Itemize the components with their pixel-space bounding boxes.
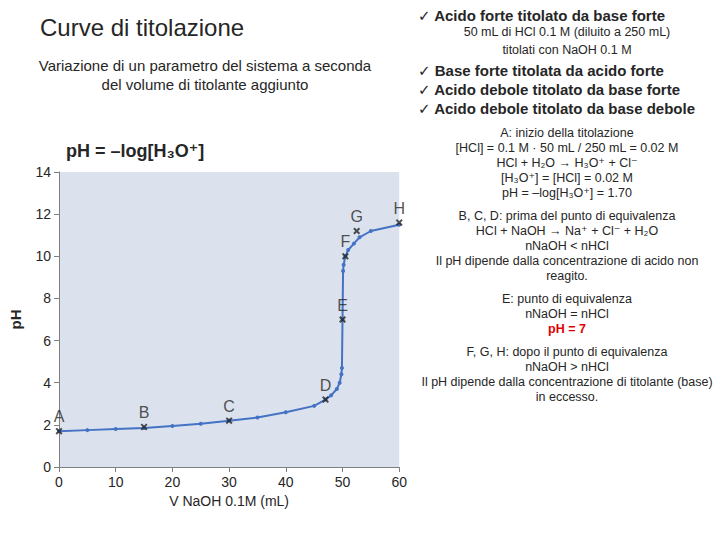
- html-text:F, G, H: dopo il punto di equi: F, G, H: dopo il punto di equivalenza: [466, 345, 668, 359]
- svg-text:V NaOH 0.1M (mL): V NaOH 0.1M (mL): [169, 493, 289, 509]
- html-text:E: punto di equivalenza: E: punto di equivalenza: [502, 292, 632, 306]
- svg-text:A: A: [54, 408, 65, 425]
- svg-text:4: 4: [43, 375, 51, 391]
- svg-text:10: 10: [108, 474, 124, 490]
- svg-text:C: C: [223, 398, 235, 415]
- svg-text:30: 30: [221, 474, 237, 490]
- html-text:Variazione di un parametro del: Variazione di un parametro del sistema a…: [38, 57, 372, 93]
- html-text:HCl + NaOH → Na⁺ + Cl⁻ + H₂O: HCl + NaOH → Na⁺ + Cl⁻ + H₂O: [475, 224, 659, 238]
- html-text:[HCl] = 0.1 M · 50 mL / 250 mL: [HCl] = 0.1 M · 50 mL / 250 mL = 0.02 M: [455, 141, 679, 155]
- html-text:pH = 7: pH = 7: [548, 322, 586, 336]
- svg-text:pH: pH: [7, 310, 24, 330]
- svg-text:B: B: [139, 404, 150, 421]
- svg-text:E: E: [337, 297, 348, 314]
- html-text:nNaOH < nHCl: nNaOH < nHCl: [525, 239, 609, 253]
- html-text:✓ Acido debole titolato da bas: ✓ Acido debole titolato da base debole: [418, 100, 695, 117]
- html-text:[H₃O⁺] = [HCl] = 0.02 M: [H₃O⁺] = [HCl] = 0.02 M: [501, 171, 633, 185]
- html-text:Il pH dipende dalla concentraz: Il pH dipende dalla concentrazione di ac…: [435, 254, 699, 283]
- svg-text:0: 0: [55, 474, 63, 490]
- svg-text:6: 6: [43, 333, 51, 349]
- html-text:A: inizio della titolazione: A: inizio della titolazione: [500, 126, 634, 140]
- html-text:✓ Acido debole titolato da bas: ✓ Acido debole titolato da base forte: [418, 81, 680, 98]
- svg-text:40: 40: [278, 474, 294, 490]
- svg-text:0: 0: [43, 459, 51, 475]
- svg-text:12: 12: [35, 206, 51, 222]
- svg-text:2: 2: [43, 417, 51, 433]
- svg-text:8: 8: [43, 290, 51, 306]
- svg-text:20: 20: [165, 474, 181, 490]
- svg-text:60: 60: [391, 474, 407, 490]
- svg-text:50: 50: [335, 474, 351, 490]
- html-text:HCl + H₂O → H₃O⁺ + Cl⁻: HCl + H₂O → H₃O⁺ + Cl⁻: [496, 156, 638, 170]
- html-text:✓ Base forte titolata da acido: ✓ Base forte titolata da acido forte: [418, 62, 664, 79]
- svg-text:14: 14: [35, 164, 51, 180]
- html-text:pH = –log[H₃O⁺] = 1.70: pH = –log[H₃O⁺] = 1.70: [502, 186, 632, 200]
- svg-text:10: 10: [35, 248, 51, 264]
- html-text:✓ Acido forte titolato da base: ✓ Acido forte titolato da base forte: [418, 7, 665, 24]
- html-text:nNaOH = nHCl: nNaOH = nHCl: [525, 307, 609, 321]
- html-text:titolati con NaOH 0.1 M: titolati con NaOH 0.1 M: [502, 43, 632, 57]
- html-text:Curve di titolazione: Curve di titolazione: [40, 14, 245, 41]
- svg-text:F: F: [340, 233, 350, 250]
- svg-text:H: H: [393, 200, 405, 217]
- svg-text:G: G: [350, 208, 362, 225]
- html-text:Il pH dipende dalla concentraz: Il pH dipende dalla concentrazione di ti…: [421, 375, 713, 404]
- html-text:nNaOH > nHCl: nNaOH > nHCl: [525, 360, 609, 374]
- svg-text:D: D: [320, 377, 332, 394]
- html-text:50 mL di HCl 0.1 M (diluito a: 50 mL di HCl 0.1 M (diluito a 250 mL): [463, 25, 671, 39]
- html-text:B, C, D: prima del punto di eq: B, C, D: prima del punto di equivalenza: [458, 209, 676, 223]
- html-text:pH = –log[H₃O⁺]: pH = –log[H₃O⁺]: [66, 141, 205, 161]
